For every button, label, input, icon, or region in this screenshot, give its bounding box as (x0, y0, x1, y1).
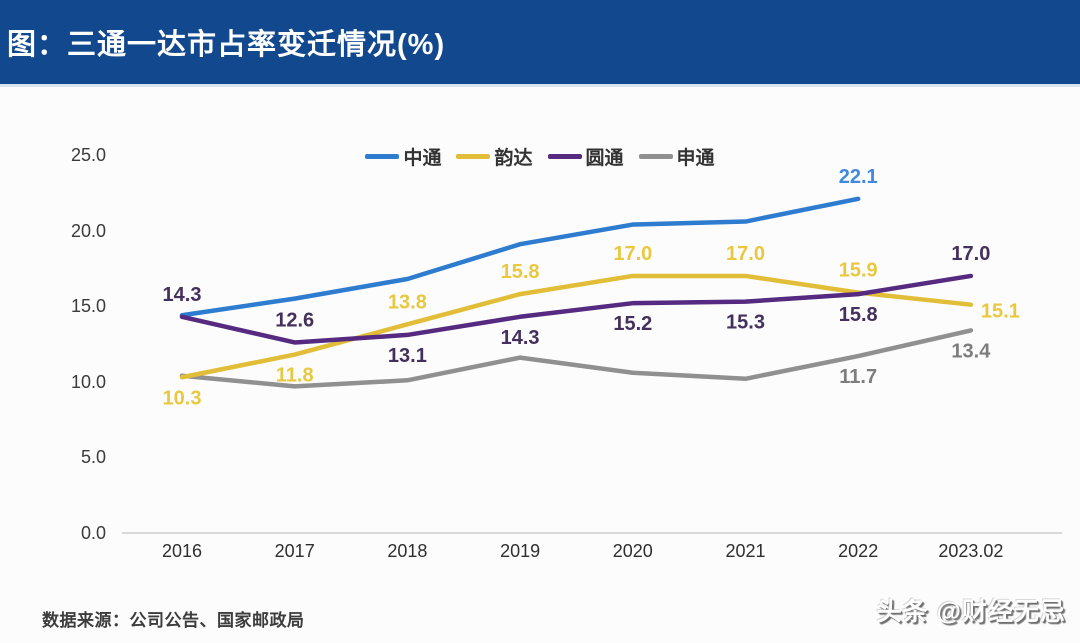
data-label-圆通: 15.8 (839, 304, 878, 326)
legend-label: 圆通 (585, 148, 624, 169)
data-label-韵达: 15.8 (501, 261, 540, 283)
data-label-中通: 22.1 (839, 166, 878, 188)
chart-title: 图：三通一达市占率变迁情况(%) (7, 29, 446, 61)
legend-item-中通: 中通 (365, 143, 441, 170)
chart-legend: 中通 韵达 圆通 申通 (0, 143, 1080, 170)
data-label-韵达: 15.1 (981, 301, 1020, 323)
data-label-韵达: 17.0 (726, 243, 765, 265)
y-tick-label: 20.0 (70, 220, 106, 241)
series-line-中通 (179, 196, 861, 318)
x-tick-label: 2016 (161, 541, 203, 561)
data-label-韵达: 15.9 (839, 260, 878, 282)
watermark-toutiao: 头条 @财经无忌 (876, 598, 1066, 626)
legend-label: 申通 (676, 148, 715, 169)
data-label-韵达: 10.3 (163, 387, 202, 409)
y-tick-label: 15.0 (70, 296, 106, 317)
data-label-申通: 11.7 (839, 366, 877, 388)
data-label-圆通: 12.6 (275, 309, 314, 331)
series-line-申通 (179, 328, 974, 389)
x-tick-label: 2017 (274, 541, 315, 561)
x-tick-label: 2022 (838, 541, 879, 561)
legend-swatch-icon (456, 154, 491, 159)
x-tick-label: 2019 (500, 541, 541, 561)
x-tick-label: 2023.02 (938, 541, 1004, 561)
data-label-圆通: 14.3 (501, 327, 540, 349)
x-tick-label: 2018 (387, 541, 428, 561)
legend-swatch-icon (638, 154, 673, 159)
legend-item-申通: 申通 (638, 143, 715, 170)
x-tick-label: 2020 (612, 541, 653, 561)
legend-swatch-icon (365, 154, 400, 159)
data-source-note: 数据来源：公司公告、国家邮政局 (42, 611, 305, 630)
data-label-圆通: 15.2 (613, 313, 652, 335)
legend-item-圆通: 圆通 (547, 143, 624, 170)
data-label-韵达: 11.8 (276, 365, 314, 387)
data-label-韵达: 13.8 (388, 291, 427, 313)
data-label-圆通: 14.3 (163, 284, 202, 306)
legend-label: 中通 (403, 148, 442, 169)
data-label-韵达: 17.0 (613, 243, 652, 265)
data-label-申通: 13.4 (951, 340, 991, 362)
y-tick-label: 0.0 (80, 523, 106, 543)
y-tick-label: 10.0 (70, 371, 106, 392)
x-tick-label: 2021 (725, 541, 766, 561)
data-label-圆通: 13.1 (388, 345, 427, 367)
legend-label: 韵达 (494, 148, 533, 169)
data-label-圆通: 17.0 (951, 243, 990, 265)
data-label-圆通: 15.3 (726, 312, 765, 334)
legend-swatch-icon (547, 154, 582, 159)
y-tick-label: 5.0 (80, 447, 106, 468)
title-banner: 图：三通一达市占率变迁情况(%) (0, 0, 1080, 87)
y-tick-label: 25.0 (70, 145, 106, 165)
legend-item-韵达: 韵达 (456, 143, 533, 170)
series-line-圆通 (179, 273, 974, 345)
series-line-韵达 (179, 273, 974, 380)
